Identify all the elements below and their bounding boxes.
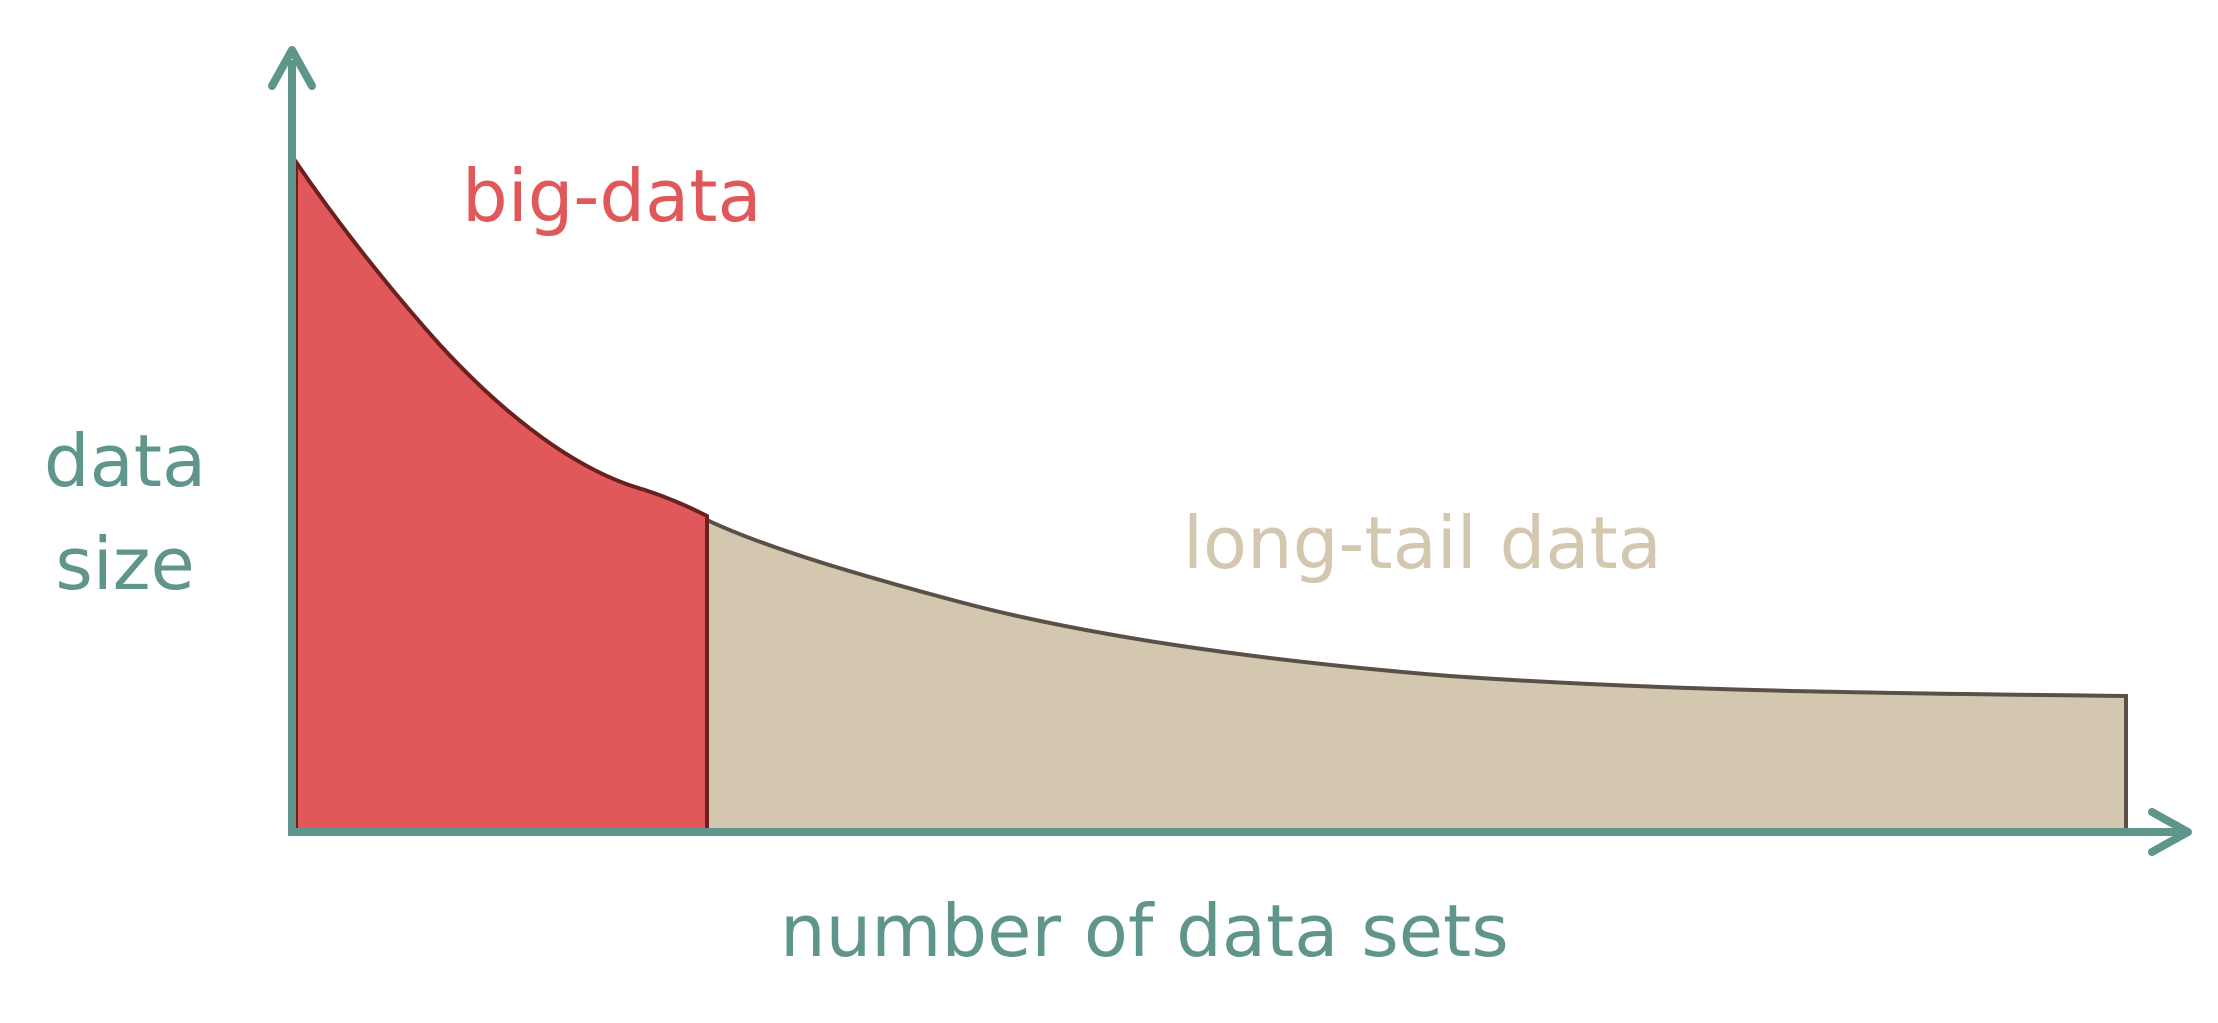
x-axis-label: number of data sets <box>780 889 1509 973</box>
big-data-label: big-data <box>462 154 762 238</box>
y-axis-label-line1: data <box>43 419 207 503</box>
x-axis-arrowhead <box>2148 808 2192 856</box>
long-tail-label: long-tail data <box>1183 501 1662 585</box>
long-tail-region <box>705 516 2128 834</box>
y-axis-label-line2: size <box>55 522 195 606</box>
big-data-region <box>294 155 709 834</box>
y-axis-label: data size <box>40 410 210 616</box>
y-axis-arrowhead <box>268 46 316 90</box>
